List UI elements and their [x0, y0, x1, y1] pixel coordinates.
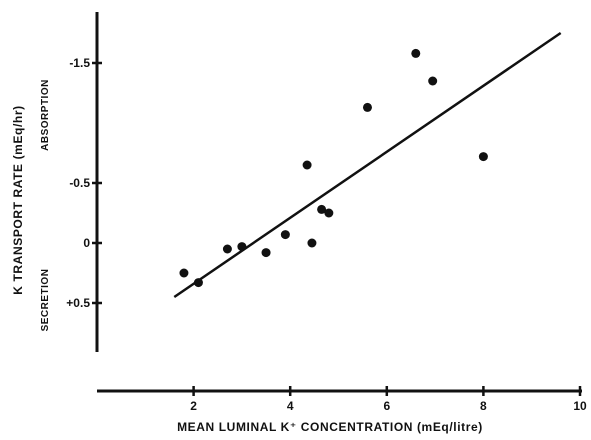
data-points — [179, 48, 488, 288]
x-ticks: 2 4 6 8 10 — [190, 386, 587, 413]
data-point — [222, 244, 232, 254]
y-axis-title: K TRANSPORT RATE (mEq/hr) — [11, 105, 25, 294]
y-tick-label: +0.5 — [66, 296, 90, 310]
data-point — [179, 268, 189, 278]
x-tick-label: 6 — [383, 399, 390, 413]
y-tick-label: -1.5 — [69, 56, 90, 70]
regression-line — [173, 31, 562, 299]
data-point — [261, 248, 271, 258]
y-tick-label: -0.5 — [69, 176, 90, 190]
absorption-label: ABSORPTION — [40, 79, 51, 151]
data-point — [478, 152, 488, 162]
x-tick-label: 2 — [190, 399, 197, 413]
data-point — [280, 230, 290, 240]
x-tick-label: 8 — [480, 399, 487, 413]
data-point — [237, 242, 247, 252]
y-ticks: -1.5 -0.5 0 +0.5 — [66, 56, 102, 310]
x-tick-label: 4 — [287, 399, 294, 413]
x-tick-label: 10 — [573, 399, 587, 413]
data-point — [428, 76, 438, 86]
y-tick-label: 0 — [83, 236, 90, 250]
x-axis: 2 4 6 8 10 — [97, 386, 587, 413]
data-point — [193, 278, 203, 288]
data-point — [362, 102, 372, 112]
data-point — [411, 48, 421, 58]
x-axis-title: MEAN LUMINAL K⁺ CONCENTRATION (mEq/litre… — [177, 420, 483, 434]
y-axis: -1.5 -0.5 0 +0.5 — [66, 12, 102, 352]
data-point — [324, 208, 334, 218]
data-point — [317, 204, 327, 214]
secretion-label: SECRETION — [40, 269, 51, 332]
data-point — [307, 238, 317, 248]
data-point — [302, 160, 312, 170]
